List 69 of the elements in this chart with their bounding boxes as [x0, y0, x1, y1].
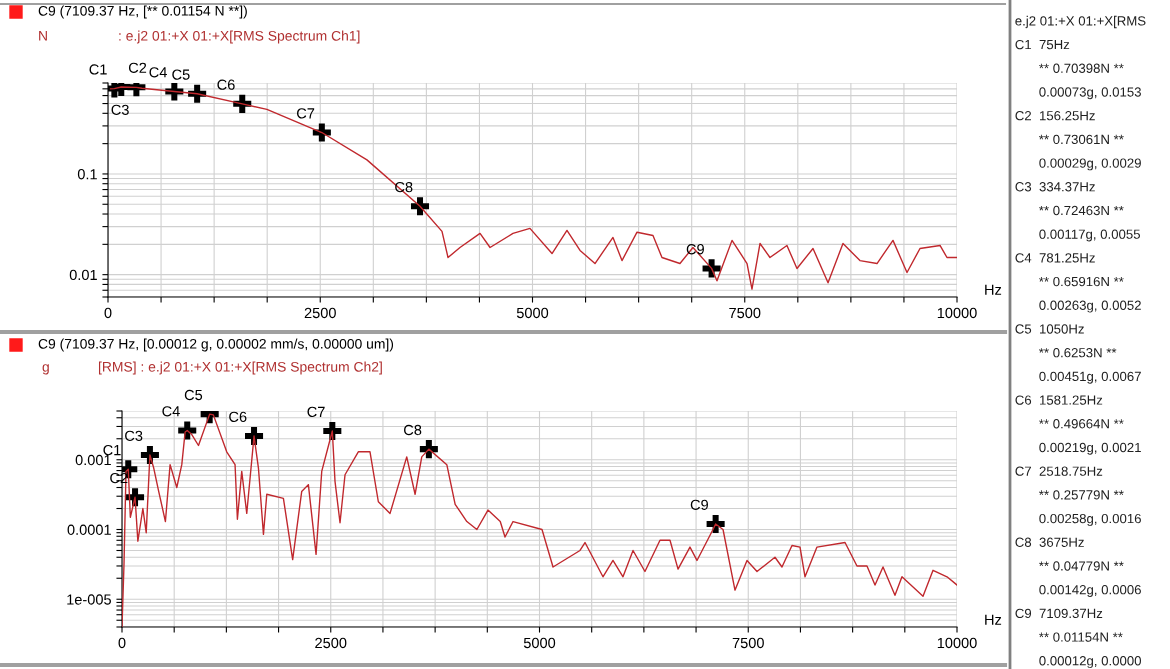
annotation: C5	[184, 389, 203, 401]
annotation: C8	[404, 424, 422, 436]
point	[419, 440, 438, 459]
x-tick-label: 5000	[523, 637, 556, 649]
annotation: C9	[690, 499, 708, 510]
text: C7 2518.75Hz	[1015, 466, 1103, 476]
y-axis-title: N	[39, 31, 47, 41]
chart-title: C9 (7109.37 Hz, [0.00012 g, 0.00002 mm/s, 0.00000 um])	[38, 338, 394, 352]
x-tick-label: 10000	[937, 307, 977, 319]
x-tick-label: 7500	[732, 637, 764, 649]
text: C3 334.37Hz	[1015, 182, 1095, 192]
text: 0.00258g, 0.0016	[1039, 513, 1141, 526]
y-tick-label: 0.1	[77, 169, 97, 180]
annotation: C7	[297, 108, 315, 119]
text: ** 0.04779N **	[1039, 561, 1124, 571]
text: 0.00142g, 0.0006	[1039, 585, 1141, 597]
text: C9 7109.37Hz	[1015, 608, 1103, 619]
text: ** 0.49664N **	[1039, 419, 1124, 429]
text: 0.00451g, 0.0067	[1039, 371, 1141, 384]
annotation: C1	[89, 64, 107, 75]
y-axis-title: g	[42, 364, 49, 375]
chart-title: C9 (7109.37 Hz, [** 0.01154 N **])	[38, 5, 247, 19]
annotation: C1	[103, 444, 121, 456]
y-tick-label: 0.01	[69, 269, 97, 281]
text: C2 156.25Hz	[1015, 111, 1095, 121]
x-axis-title: Hz	[985, 284, 1002, 295]
text: e.j2 01:+X 01:+X[RMS	[1015, 15, 1146, 29]
text: ** 0.73061N **	[1039, 134, 1124, 145]
chart-subtitle: [RMS] : e.j2 01:+X 01:+X[RMS Spectrum Ch2]	[98, 361, 382, 375]
text: 0.00117g, 0.0055	[1039, 229, 1140, 242]
annotation: C6	[229, 411, 247, 423]
text: C6 1581.25Hz	[1015, 395, 1103, 405]
x-tick-label: 5000	[516, 307, 549, 319]
text: 0.00073g, 0.0153	[1039, 87, 1141, 100]
x-tick-label: 7500	[729, 307, 761, 319]
x-tick-label: 10000	[937, 637, 977, 649]
annotation: C4	[149, 67, 167, 78]
text: ** 0.65916N **	[1039, 276, 1124, 287]
y-tick-label: 0.0001	[67, 524, 111, 535]
x-axis-title: Hz	[985, 614, 1002, 625]
text: ** 0.01154N **	[1039, 632, 1123, 642]
annotation: C5	[172, 69, 190, 80]
annotation: C3	[111, 104, 129, 115]
annotation: C6	[217, 79, 235, 90]
annotation: C3	[125, 430, 143, 441]
text: ** 0.6253N **	[1039, 348, 1117, 358]
y-tick-label: 1e-005	[67, 594, 111, 605]
x-tick-label: 2500	[315, 637, 347, 649]
point	[706, 514, 725, 533]
text: C5 1050Hz	[1015, 324, 1084, 334]
x-tick-label: 0	[104, 307, 112, 319]
annotation: C7	[307, 406, 325, 418]
text: C4 781.25Hz	[1015, 253, 1095, 263]
x-tick-label: 0	[118, 637, 126, 649]
text: C1 75Hz	[1015, 39, 1070, 50]
text: ** 0.25779N **	[1039, 490, 1124, 500]
text: 0.00263g, 0.0052	[1039, 300, 1141, 313]
x-tick-label: 2500	[304, 307, 336, 319]
text: 0.00029g, 0.0029	[1039, 158, 1141, 171]
text: ** 0.72463N **	[1039, 205, 1124, 216]
annotation: C4	[162, 406, 180, 417]
text: 0.00219g, 0.0021	[1039, 442, 1141, 455]
text: ** 0.70398N **	[1039, 63, 1124, 73]
text: 0.00012g, 0.0000	[1039, 656, 1141, 669]
point	[410, 197, 430, 216]
chart-subtitle: : e.j2 01:+X 01:+X[RMS Spectrum Ch1]	[119, 30, 360, 44]
y-tick-label: 0.001	[75, 454, 111, 466]
annotation: C2	[128, 62, 147, 73]
text: C8 3675Hz	[1015, 537, 1084, 547]
